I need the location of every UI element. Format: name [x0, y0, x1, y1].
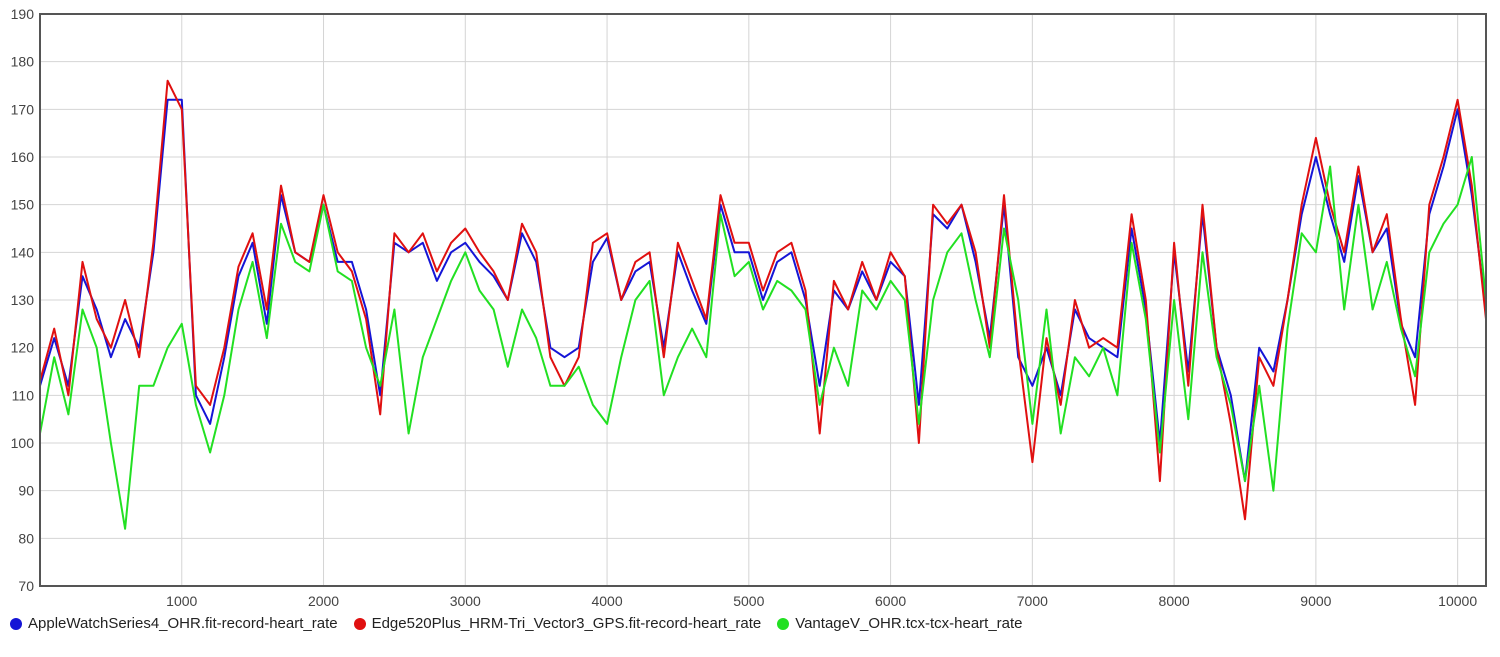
x-tick-label: 8000	[1159, 593, 1190, 609]
y-tick-label: 170	[11, 101, 35, 117]
chart-legend: AppleWatchSeries4_OHR.fit-record-heart_r…	[10, 615, 1023, 632]
y-tick-label: 140	[11, 244, 35, 260]
x-tick-label: 9000	[1300, 593, 1331, 609]
x-tick-label: 7000	[1017, 593, 1048, 609]
series-line	[39, 79, 1487, 521]
y-tick-label: 90	[18, 483, 34, 499]
y-tick-label: 130	[11, 292, 35, 308]
x-tick-label: 10000	[1438, 593, 1477, 609]
plot-frame	[39, 13, 1487, 587]
x-tick-label: 2000	[308, 593, 339, 609]
y-tick-label: 150	[11, 197, 35, 213]
y-tick-label: 80	[18, 530, 34, 546]
x-tick-label: 6000	[875, 593, 906, 609]
x-tick-label: 3000	[450, 593, 481, 609]
legend-marker-icon	[10, 617, 22, 630]
legend-marker-icon	[353, 617, 366, 630]
y-tick-label: 190	[11, 6, 35, 22]
legend-marker-icon	[777, 617, 790, 630]
y-tick-label: 70	[18, 578, 34, 594]
y-tick-label: 160	[11, 149, 35, 165]
x-tick-label: 1000	[166, 593, 197, 609]
legend-item[interactable]: AppleWatchSeries4_OHR.fit-record-heart_r…	[10, 615, 338, 632]
x-tick-label: 4000	[591, 593, 622, 609]
legend-item[interactable]: VantageV_OHR.tcx-tcx-heart_rate	[777, 615, 1023, 632]
y-tick-label: 110	[12, 387, 35, 403]
y-tick-label: 120	[11, 340, 35, 356]
x-tick-label: 5000	[733, 593, 764, 609]
series-line	[39, 156, 1487, 530]
y-tick-label: 180	[11, 54, 35, 70]
y-tick-label: 100	[11, 435, 35, 451]
legend-label: AppleWatchSeries4_OHR.fit-record-heart_r…	[28, 615, 338, 632]
legend-label: Edge520Plus_HRM-Tri_Vector3_GPS.fit-reco…	[371, 615, 762, 632]
legend-label: VantageV_OHR.tcx-tcx-heart_rate	[795, 615, 1023, 632]
legend-item[interactable]: Edge520Plus_HRM-Tri_Vector3_GPS.fit-reco…	[353, 615, 762, 632]
